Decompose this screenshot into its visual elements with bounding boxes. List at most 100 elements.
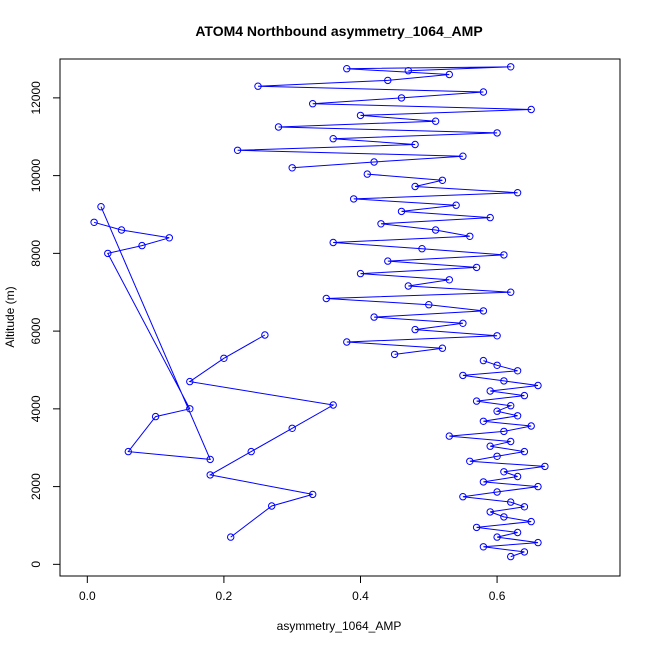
data-point	[206, 455, 214, 464]
series-2	[233, 63, 535, 172]
data-point	[329, 135, 337, 143]
data-point	[206, 471, 214, 479]
data-point	[486, 387, 494, 395]
data-point	[445, 70, 453, 79]
data-point	[390, 350, 399, 359]
data-point	[377, 220, 385, 228]
data-point	[124, 447, 133, 456]
x-tick-label: 0.2	[216, 589, 233, 603]
data-point	[500, 468, 508, 476]
x-tick-label: 0.4	[352, 589, 369, 603]
data-point	[459, 319, 467, 327]
series-3	[90, 203, 214, 464]
data-point	[486, 442, 494, 450]
data-point	[507, 498, 515, 506]
y-tick-label: 4000	[29, 395, 43, 422]
data-point	[520, 447, 529, 456]
y-axis: 0 2000 4000 6000 8000 10000 12000	[29, 81, 61, 568]
series-line	[93, 206, 211, 460]
data-point	[513, 528, 522, 537]
data-point	[404, 282, 412, 290]
data-point	[411, 182, 419, 191]
data-point	[254, 82, 262, 90]
data-point	[438, 176, 447, 185]
data-point	[527, 422, 535, 430]
data-point	[309, 490, 317, 499]
data-point	[500, 377, 508, 385]
data-point	[343, 65, 351, 73]
y-axis-label: Altitude (m)	[3, 286, 17, 347]
data-point	[513, 412, 522, 420]
data-point	[186, 405, 194, 413]
data-point	[466, 457, 474, 465]
data-point	[493, 332, 501, 340]
data-point	[513, 189, 522, 197]
data-point	[520, 503, 529, 511]
series-0	[445, 356, 549, 561]
data-point	[370, 313, 378, 321]
data-point	[541, 462, 549, 471]
data-point	[479, 307, 488, 315]
data-point	[165, 234, 174, 242]
data-point	[261, 331, 269, 339]
series-1	[322, 170, 522, 359]
y-tick-label: 6000	[29, 317, 43, 344]
data-point	[493, 488, 501, 496]
data-point	[507, 288, 515, 296]
x-axis: 0.0 0.2 0.4 0.6	[79, 575, 506, 603]
y-tick-label: 0	[29, 561, 43, 568]
y-tick-label: 8000	[29, 240, 43, 267]
data-point	[370, 158, 378, 166]
data-point	[466, 232, 474, 241]
data-marks	[90, 63, 549, 561]
data-point	[97, 203, 105, 211]
y-tick-label: 10000	[29, 159, 43, 193]
data-point	[220, 354, 228, 362]
data-point	[322, 294, 330, 303]
data-point	[438, 344, 447, 352]
data-point	[356, 111, 365, 120]
data-point	[90, 218, 98, 227]
data-point	[411, 140, 419, 149]
data-point	[233, 146, 242, 155]
data-point	[397, 94, 406, 102]
data-point	[472, 397, 481, 405]
data-point	[500, 513, 508, 521]
data-point	[397, 207, 406, 216]
data-point	[445, 276, 453, 284]
series-line	[237, 66, 532, 169]
data-point	[104, 249, 112, 258]
data-point	[513, 367, 522, 375]
data-point	[445, 432, 453, 440]
data-point	[268, 502, 276, 510]
data-point	[343, 338, 351, 346]
data-point	[507, 402, 515, 410]
data-point	[493, 361, 501, 369]
data-point	[309, 100, 317, 108]
data-point	[274, 123, 283, 131]
data-point	[520, 548, 529, 556]
data-point	[452, 201, 460, 209]
data-point	[520, 391, 529, 400]
data-point	[527, 517, 535, 526]
data-point	[186, 377, 194, 386]
data-point	[384, 257, 392, 265]
chart-title: ATOM4 Northbound asymmetry_1064_AMP	[195, 23, 482, 39]
data-point	[350, 195, 358, 203]
data-point	[479, 543, 488, 551]
data-point	[431, 226, 440, 234]
x-tick-label: 0.6	[489, 589, 506, 603]
data-point	[329, 238, 337, 247]
data-point	[479, 88, 488, 96]
data-point	[479, 478, 488, 486]
data-point	[507, 437, 515, 446]
data-point	[363, 170, 371, 178]
data-point	[431, 117, 440, 125]
data-point	[500, 427, 508, 436]
data-point	[513, 472, 522, 481]
y-tick-label: 2000	[29, 473, 43, 500]
data-point	[507, 552, 515, 561]
data-point	[507, 63, 515, 71]
data-point	[227, 533, 235, 541]
x-tick-label: 0.0	[79, 589, 96, 603]
